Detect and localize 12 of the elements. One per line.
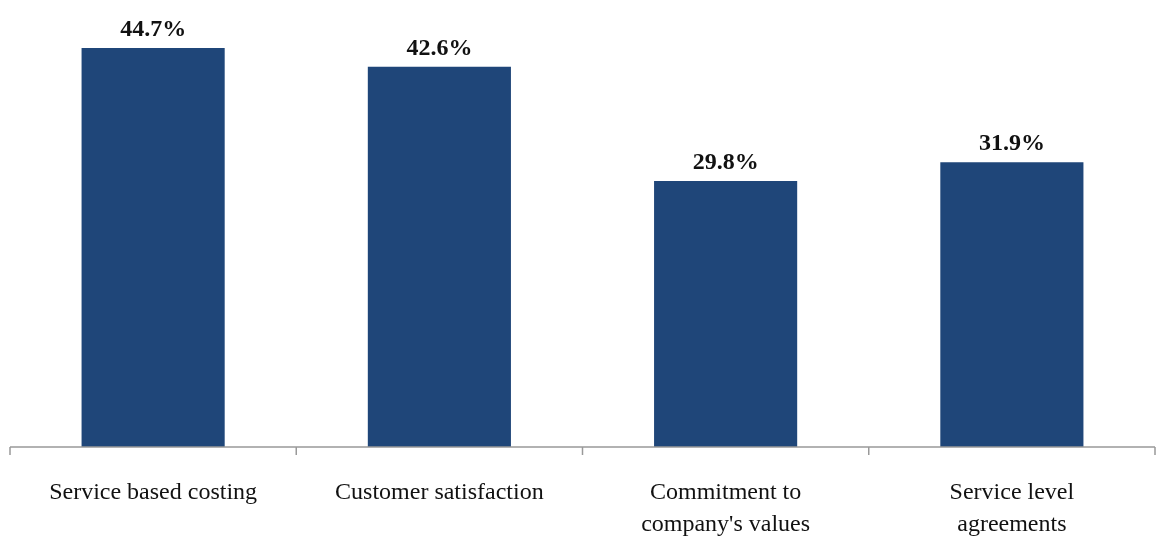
bar: [940, 162, 1084, 447]
bar: [367, 66, 511, 447]
x-tick-label: Service based costing: [49, 478, 258, 504]
data-label: 42.6%: [406, 33, 473, 60]
data-label: 31.9%: [978, 129, 1045, 156]
x-tick-label: Customer satisfaction: [335, 478, 544, 504]
data-label: 29.8%: [692, 148, 759, 174]
bar: [81, 48, 225, 447]
x-tick-label: Commitment to company's values: [641, 478, 811, 536]
bar: [654, 181, 798, 447]
x-tick-label: Service level agreements: [949, 478, 1075, 536]
data-label: 44.7%: [120, 15, 187, 41]
